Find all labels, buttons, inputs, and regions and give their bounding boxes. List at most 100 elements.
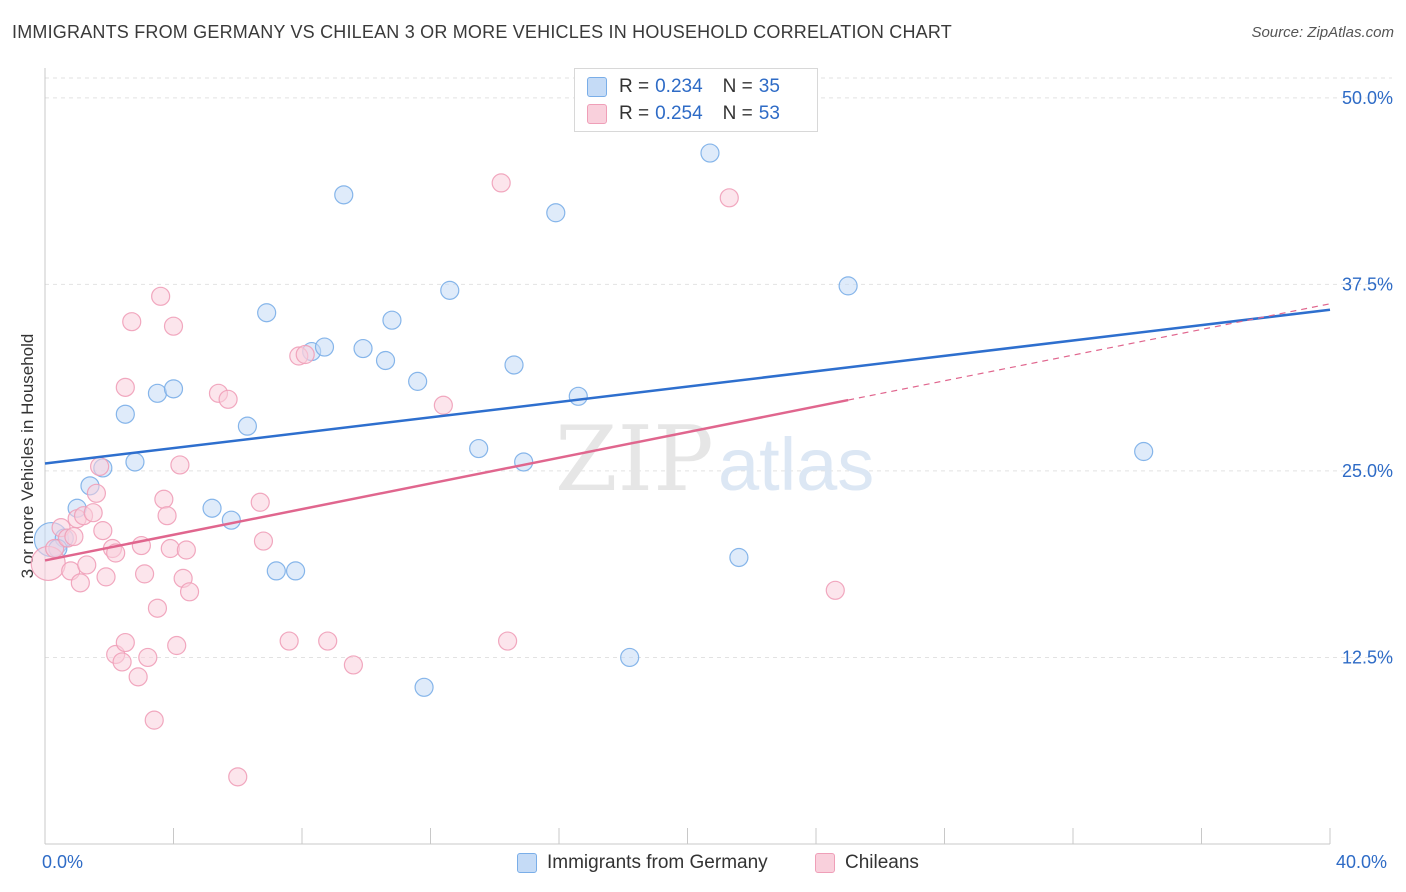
point-germany-32 [838, 276, 858, 296]
point-germany-31 [729, 547, 749, 568]
point-chileans-51 [825, 580, 845, 600]
point-chileans-50 [719, 188, 739, 208]
point-germany-14 [285, 561, 306, 581]
point-chileans-45 [318, 631, 338, 651]
point-chileans-27 [151, 286, 171, 306]
trend-line-extension-chileans [848, 303, 1331, 401]
point-chileans-46 [343, 655, 363, 675]
point-chileans-23 [134, 564, 155, 584]
point-chileans-29 [157, 506, 177, 526]
point-germany-19 [375, 350, 396, 371]
series-legend-chileans[interactable]: Chileans [815, 852, 919, 874]
point-germany-6 [147, 383, 168, 403]
x-tick-label-max: 40.0% [1336, 852, 1388, 872]
point-chileans-32 [167, 635, 187, 656]
y-tick-label-2: 37.5% [1342, 274, 1393, 294]
point-chileans-8 [77, 555, 97, 575]
axes [44, 68, 1331, 845]
legend-n-label: N = [722, 76, 753, 97]
point-chileans-33 [170, 455, 190, 475]
point-chileans-12 [93, 521, 113, 541]
legend-row-chileans: R = 0.254 N = 53 [587, 102, 780, 126]
point-germany-20 [382, 310, 402, 330]
point-chileans-11 [90, 456, 110, 477]
gridlines [45, 77, 1392, 658]
watermark-zip: ZIP [555, 407, 714, 512]
point-germany-24 [469, 438, 489, 459]
legend-r-label: R = [619, 76, 650, 97]
legend-swatch-chileans [587, 104, 607, 124]
point-chileans-20 [122, 312, 142, 332]
legend-row-germany: R = 0.234 N = 35 [587, 75, 780, 99]
legend-n-value-chileans: 53 [758, 103, 780, 124]
point-chileans-42 [279, 631, 299, 651]
point-chileans-40 [250, 492, 270, 512]
legend-r-value-chileans: 0.254 [655, 103, 703, 124]
watermark-atlas: atlas [718, 423, 874, 506]
y-tick-label-0: 12.5% [1342, 647, 1393, 667]
point-chileans-28 [154, 489, 174, 509]
point-germany-33 [1134, 441, 1154, 462]
point-germany-23 [440, 280, 460, 300]
series-legend: Immigrants from Germany Chileans [0, 852, 1406, 878]
point-chileans-35 [176, 540, 196, 560]
point-chileans-30 [160, 538, 180, 559]
point-germany-9 [202, 498, 222, 518]
y-tick-label-1: 25.0% [1342, 461, 1393, 481]
legend-swatch-germany [587, 77, 607, 97]
point-chileans-10 [86, 483, 107, 503]
point-chileans-47 [433, 395, 453, 415]
point-germany-18 [353, 338, 373, 359]
legend-n-value-germany: 35 [758, 76, 780, 97]
point-chileans-9 [83, 503, 103, 523]
x-tick-label-min: 0.0% [42, 852, 84, 872]
point-chileans-26 [147, 598, 168, 618]
point-chileans-24 [138, 647, 158, 668]
point-germany-11 [237, 416, 257, 436]
trend-line-chileans [44, 398, 849, 562]
point-germany-12 [257, 303, 277, 323]
point-chileans-36 [179, 582, 200, 602]
point-germany-27 [546, 203, 566, 223]
legend-r-value-germany: 0.234 [655, 76, 703, 97]
point-germany-13 [266, 561, 286, 581]
point-chileans-21 [128, 667, 148, 687]
point-chileans-41 [253, 531, 274, 551]
point-germany-25 [504, 355, 524, 375]
point-germany-7 [163, 379, 184, 399]
point-chileans-44 [295, 344, 315, 365]
point-chileans-25 [144, 710, 164, 730]
legend-n-label: N = [722, 103, 753, 124]
series-legend-swatch-germany [517, 853, 537, 873]
chart-source: Source: ZipAtlas.com [1251, 24, 1394, 41]
point-germany-21 [408, 371, 428, 391]
point-germany-10 [221, 510, 241, 530]
trend-line-germany [44, 308, 1331, 465]
point-chileans-31 [163, 316, 184, 336]
watermark: ZIP atlas [555, 407, 874, 512]
point-germany-8 [125, 452, 145, 472]
trend-lines [44, 303, 1331, 562]
point-chileans-52 [64, 526, 84, 547]
point-chileans-6 [70, 573, 90, 593]
point-chileans-39 [228, 767, 248, 787]
point-germany-29 [620, 647, 640, 668]
point-germany-30 [700, 143, 720, 163]
series-legend-germany[interactable]: Immigrants from Germany [517, 852, 768, 874]
data-points [30, 143, 1154, 787]
series-legend-label-germany: Immigrants from Germany [547, 852, 768, 873]
point-germany-5 [115, 404, 135, 424]
point-chileans-18 [115, 632, 135, 653]
y-tick-labels: 12.5% 25.0% 37.5% 50.0% [1342, 88, 1393, 668]
point-germany-26 [514, 452, 534, 472]
point-chileans-17 [112, 652, 132, 672]
legend: R = 0.234 N = 35 R = 0.254 N = 53 [574, 68, 818, 132]
series-legend-swatch-chileans [815, 853, 835, 873]
point-chileans-48 [491, 173, 511, 193]
point-germany-17 [334, 185, 354, 205]
point-chileans-49 [498, 631, 518, 651]
point-germany-22 [414, 677, 434, 697]
series-legend-label-chileans: Chileans [845, 852, 919, 873]
point-chileans-38 [218, 389, 238, 409]
